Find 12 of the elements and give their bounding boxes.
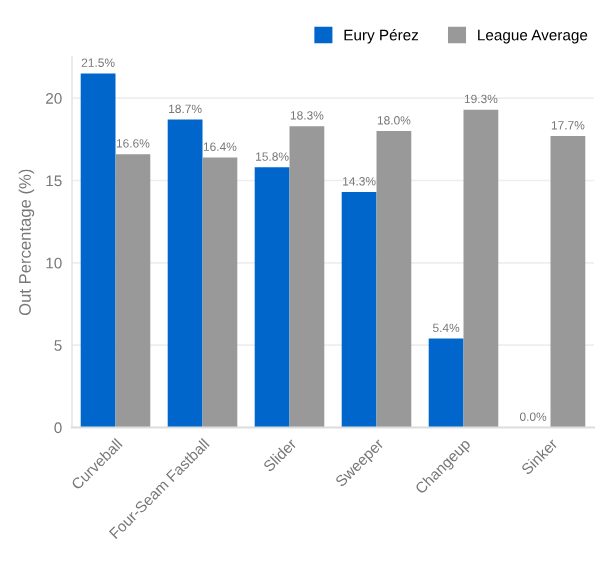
- y-axis-title: Out Percentage (%): [18, 169, 35, 316]
- bar: [550, 136, 586, 428]
- bar: [167, 119, 203, 428]
- bar: [115, 154, 151, 428]
- bar: [463, 109, 499, 428]
- bar: [202, 157, 238, 428]
- bar: [289, 126, 325, 428]
- bar: [254, 167, 290, 428]
- bar: [376, 131, 412, 428]
- bar: [80, 73, 116, 428]
- bar: [341, 192, 377, 428]
- bar: [428, 338, 464, 428]
